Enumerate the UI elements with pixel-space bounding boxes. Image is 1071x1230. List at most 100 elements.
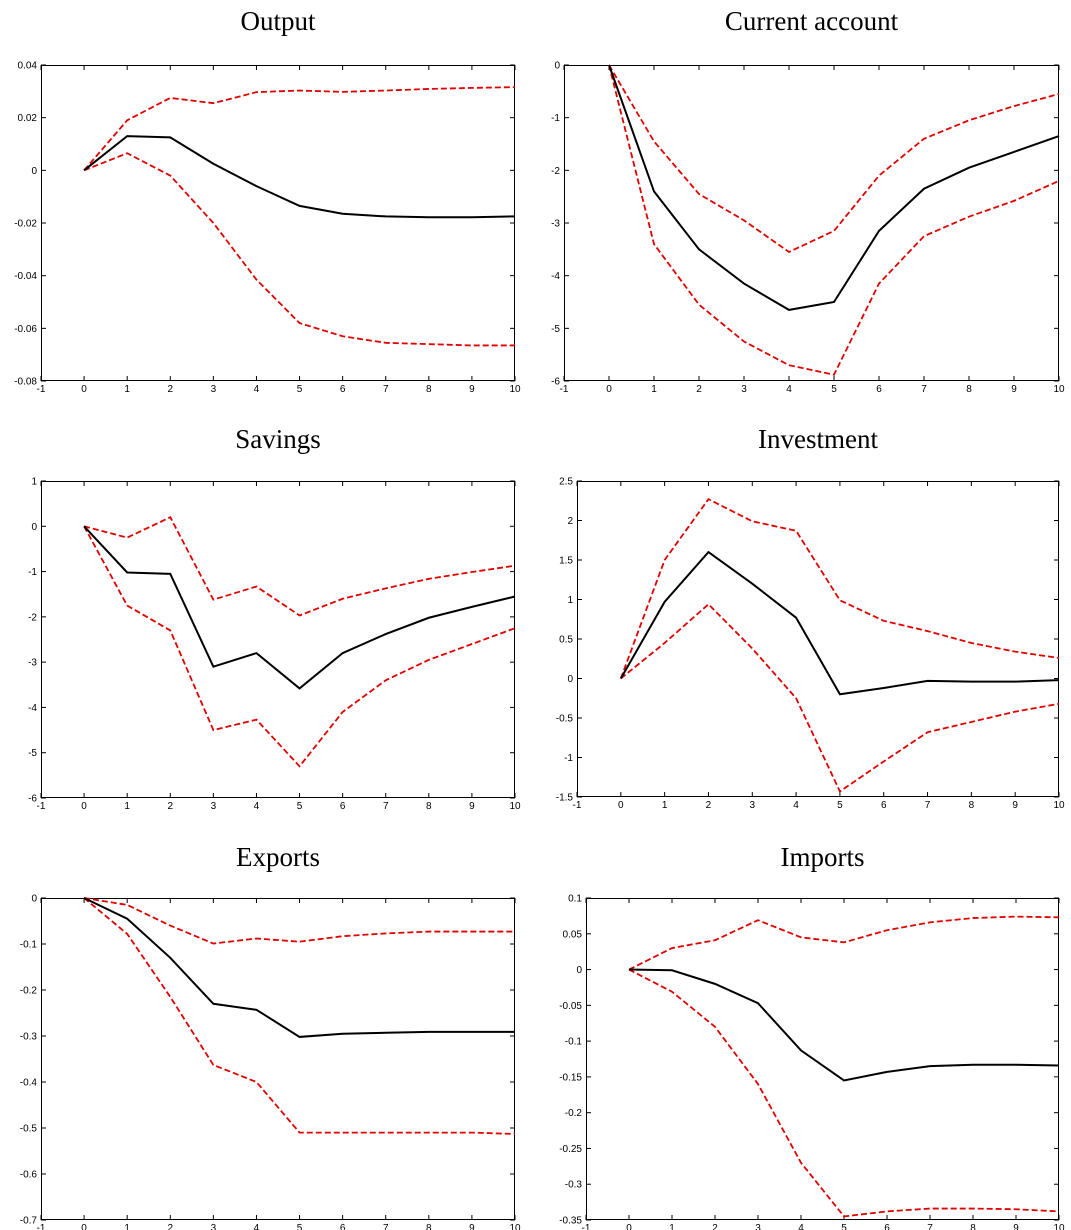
investment-x-tick-label: 8	[969, 800, 975, 811]
investment-y-tick-label: 2	[567, 516, 573, 527]
imports-x-tick-label: 10	[1053, 1223, 1065, 1230]
current-account-x-tick-label: 1	[651, 384, 657, 395]
exports-x-tick-label: 1	[124, 1223, 130, 1230]
investment-x-tick-label: -1	[573, 800, 582, 811]
exports-chart-title: Exports	[236, 842, 320, 872]
imports-y-tick-label: -0.2	[565, 1108, 583, 1119]
exports-x-tick-label: 3	[211, 1223, 217, 1230]
output-y-tick-label: -0.06	[14, 324, 37, 335]
current-account-chart-title: Current account	[724, 6, 899, 36]
investment-y-tick-label: -0.5	[556, 714, 574, 725]
output-response-line	[83, 135, 516, 219]
current-account-x-tick-label: 10	[1053, 384, 1065, 395]
current-account-x-tick-label: 7	[921, 384, 927, 395]
savings-y-tick-label: -5	[28, 748, 37, 759]
savings-x-tick-label: 6	[340, 801, 346, 812]
imports-y-tick-label: -0.1	[565, 1037, 583, 1048]
savings-response-line	[83, 525, 516, 690]
current-account-x-tick-label: 9	[1011, 384, 1017, 395]
output-upper-band-line	[83, 86, 516, 171]
current-account-x-tick-label: -1	[560, 384, 569, 395]
exports-y-tick-label: -0.2	[20, 986, 38, 997]
output-x-tick-label: 0	[81, 384, 87, 395]
output-y-tick-label: 0.04	[18, 61, 38, 72]
exports-x-tick-label: 9	[469, 1223, 475, 1230]
savings-y-tick-label: -3	[28, 658, 37, 669]
exports-x-tick-label: 10	[509, 1223, 521, 1230]
output-lower-band-line	[83, 152, 515, 347]
current-account-y-tick-label: -5	[551, 324, 560, 335]
current-account-upper-band-line	[608, 64, 1060, 254]
investment-x-tick-label: 1	[662, 800, 668, 811]
imports-chart: -1 0 1 2 3 4 5 6 7 8 9 10 -0.35 -0.3 -0.25 -0.2 -0.15 -0.…	[559, 894, 1065, 1230]
output-chart-title: Output	[240, 6, 316, 36]
imports-chart-title: Imports	[780, 842, 865, 872]
current-account-x-tick-label: 0	[606, 384, 612, 395]
imports-response-line	[628, 968, 1060, 1082]
exports-x-tick-label: 6	[340, 1223, 346, 1230]
investment-x-tick-label: 0	[618, 800, 624, 811]
exports-axes-box	[41, 898, 515, 1220]
current-account-x-tick-label: 4	[786, 384, 792, 395]
investment-response-line	[619, 550, 1060, 696]
investment-chart-title: Investment	[758, 424, 878, 454]
current-account-axes-box	[564, 65, 1059, 381]
imports-y-tick-label: -0.25	[559, 1144, 582, 1155]
current-account-y-tick-label: -2	[551, 166, 560, 177]
output-x-tick-label: -1	[37, 384, 46, 395]
exports-x-tick-label: 7	[383, 1223, 389, 1230]
imports-x-tick-label: 1	[669, 1223, 675, 1230]
savings-chart-title: Savings	[235, 424, 321, 454]
current-account-lower-band-line	[608, 64, 1060, 376]
exports-y-tick-label: 0	[31, 894, 37, 905]
output-x-tick-label: 6	[340, 384, 346, 395]
investment-x-tick-label: 7	[925, 800, 931, 811]
imports-x-tick-label: 4	[798, 1223, 804, 1230]
investment-y-tick-label: 1.5	[559, 556, 573, 567]
savings-y-tick-label: -6	[28, 794, 37, 805]
investment-y-tick-label: 2.5	[559, 477, 573, 488]
imports-upper-band-line	[628, 915, 1060, 971]
imports-y-tick-label: 0.1	[568, 894, 582, 905]
savings-x-tick-label: 0	[81, 801, 87, 812]
current-account-response-line	[608, 64, 1060, 311]
current-account-chart: -1 0 1 2 3 4 5 6 7 8 9 10 -6 -5 -4 -3 -2 -1 0	[551, 61, 1065, 396]
savings-x-tick-label: 8	[426, 801, 432, 812]
current-account-y-tick-label: -6	[551, 377, 560, 388]
imports-x-tick-label: 0	[626, 1223, 632, 1230]
current-account-x-tick-label: 3	[741, 384, 747, 395]
exports-y-tick-label: -0.3	[20, 1032, 38, 1043]
output-y-tick-label: 0.02	[18, 113, 38, 124]
current-account-x-tick-label: 2	[696, 384, 702, 395]
imports-x-tick-label: 7	[927, 1223, 933, 1230]
savings-y-tick-label: -4	[28, 703, 37, 714]
investment-x-tick-label: 2	[706, 800, 712, 811]
current-account-x-tick-label: 8	[966, 384, 972, 395]
imports-y-tick-label: -0.3	[565, 1180, 583, 1191]
imports-x-tick-label: 6	[884, 1223, 890, 1230]
current-account-y-tick-label: -3	[551, 219, 560, 230]
savings-chart: -1 0 1 2 3 4 5 6 7 8 9 10 -6 -5 -4 -3 -2 -1 0 1	[28, 477, 521, 813]
imports-y-tick-label: -0.15	[559, 1072, 582, 1083]
savings-y-tick-label: -1	[28, 567, 37, 578]
output-chart: -1 0 1 2 3 4 5 6 7 8 9 10 -0.08 -0.06 -0.04 -0.02 0 0.02 0…	[14, 61, 521, 396]
imports-y-tick-label: -0.35	[559, 1216, 582, 1227]
investment-x-tick-label: 5	[837, 800, 843, 811]
investment-y-tick-label: 1	[567, 595, 573, 606]
output-x-tick-label: 1	[124, 384, 130, 395]
savings-x-tick-label: 3	[211, 801, 217, 812]
exports-x-tick-label: 8	[426, 1223, 432, 1230]
current-account-x-tick-label: 6	[876, 384, 882, 395]
imports-axes-box	[586, 898, 1059, 1220]
savings-x-tick-label: 2	[167, 801, 173, 812]
exports-lower-band-line	[83, 897, 516, 1135]
savings-x-tick-label: -1	[37, 801, 46, 812]
savings-x-tick-label: 1	[124, 801, 130, 812]
investment-y-tick-label: -1	[564, 753, 573, 764]
savings-x-tick-label: 4	[254, 801, 260, 812]
investment-x-tick-label: 9	[1012, 800, 1018, 811]
investment-y-tick-label: 0.5	[559, 635, 573, 646]
output-y-tick-label: -0.04	[14, 271, 37, 282]
investment-y-tick-label: -1.5	[556, 793, 574, 804]
exports-upper-band-line	[83, 897, 515, 945]
